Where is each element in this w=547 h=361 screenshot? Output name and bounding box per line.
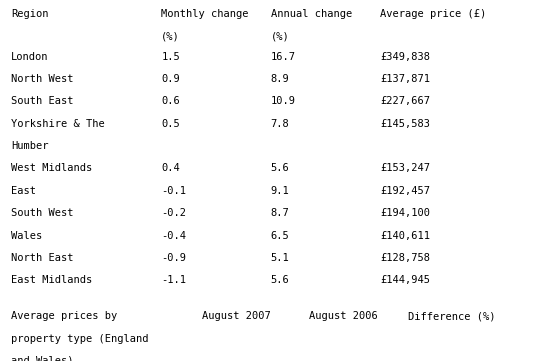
Text: 5.1: 5.1 <box>271 253 289 263</box>
Text: £145,583: £145,583 <box>380 119 430 129</box>
Text: 5.6: 5.6 <box>271 164 289 174</box>
Text: £128,758: £128,758 <box>380 253 430 263</box>
Text: East: East <box>11 186 36 196</box>
Text: London: London <box>11 52 49 62</box>
Text: £194,100: £194,100 <box>380 208 430 218</box>
Text: August 2007: August 2007 <box>202 311 271 321</box>
Text: £137,871: £137,871 <box>380 74 430 84</box>
Text: 8.9: 8.9 <box>271 74 289 84</box>
Text: and Wales): and Wales) <box>11 356 73 361</box>
Text: 1.5: 1.5 <box>161 52 180 62</box>
Text: 6.5: 6.5 <box>271 231 289 241</box>
Text: (%): (%) <box>271 31 289 42</box>
Text: £192,457: £192,457 <box>380 186 430 196</box>
Text: Difference (%): Difference (%) <box>408 311 495 321</box>
Text: £140,611: £140,611 <box>380 231 430 241</box>
Text: Humber: Humber <box>11 141 49 151</box>
Text: property type (England: property type (England <box>11 334 148 344</box>
Text: North West: North West <box>11 74 73 84</box>
Text: -0.2: -0.2 <box>161 208 187 218</box>
Text: 0.9: 0.9 <box>161 74 180 84</box>
Text: North East: North East <box>11 253 73 263</box>
Text: 0.4: 0.4 <box>161 164 180 174</box>
Text: Region: Region <box>11 9 49 19</box>
Text: -0.1: -0.1 <box>161 186 187 196</box>
Text: 0.5: 0.5 <box>161 119 180 129</box>
Text: West Midlands: West Midlands <box>11 164 92 174</box>
Text: (%): (%) <box>161 31 180 42</box>
Text: South West: South West <box>11 208 73 218</box>
Text: £227,667: £227,667 <box>380 96 430 106</box>
Text: -0.4: -0.4 <box>161 231 187 241</box>
Text: South East: South East <box>11 96 73 106</box>
Text: £144,945: £144,945 <box>380 275 430 286</box>
Text: Wales: Wales <box>11 231 42 241</box>
Text: East Midlands: East Midlands <box>11 275 92 286</box>
Text: -1.1: -1.1 <box>161 275 187 286</box>
Text: 0.6: 0.6 <box>161 96 180 106</box>
Text: Average prices by: Average prices by <box>11 311 117 321</box>
Text: August 2006: August 2006 <box>309 311 378 321</box>
Text: 7.8: 7.8 <box>271 119 289 129</box>
Text: 5.6: 5.6 <box>271 275 289 286</box>
Text: £349,838: £349,838 <box>380 52 430 62</box>
Text: Average price (£): Average price (£) <box>380 9 486 19</box>
Text: 9.1: 9.1 <box>271 186 289 196</box>
Text: Annual change: Annual change <box>271 9 352 19</box>
Text: 8.7: 8.7 <box>271 208 289 218</box>
Text: Yorkshire & The: Yorkshire & The <box>11 119 104 129</box>
Text: 16.7: 16.7 <box>271 52 296 62</box>
Text: £153,247: £153,247 <box>380 164 430 174</box>
Text: -0.9: -0.9 <box>161 253 187 263</box>
Text: Monthly change: Monthly change <box>161 9 249 19</box>
Text: 10.9: 10.9 <box>271 96 296 106</box>
